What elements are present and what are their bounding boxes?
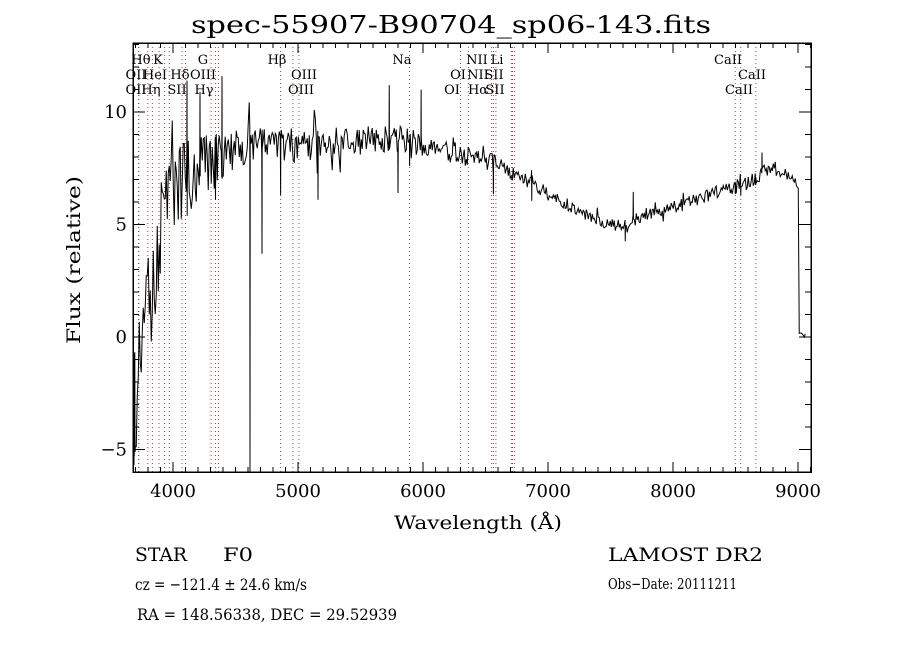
svg-text:SII: SII (484, 68, 503, 83)
svg-text:Hθ: Hθ (131, 53, 150, 68)
svg-text:K: K (153, 53, 163, 68)
svg-text:CaII: CaII (714, 53, 742, 68)
svg-text:OIII: OIII (288, 83, 314, 98)
svg-text:Hγ: Hγ (194, 83, 213, 98)
object-subclass: F0 (223, 544, 253, 566)
ra-dec: RA = 148.56338, DEC = 29.52939 (137, 605, 397, 624)
axis-tick-labels: 4000 5000 6000 7000 8000 9000 −5 0 5 10 (100, 102, 820, 502)
svg-text:7000: 7000 (525, 481, 571, 502)
svg-text:−5: −5 (100, 440, 127, 461)
svg-text:NII: NII (467, 68, 489, 83)
survey-release: LAMOST DR2 (608, 544, 763, 566)
svg-text:8000: 8000 (650, 481, 696, 502)
svg-text:Hα: Hα (468, 83, 488, 98)
svg-text:Hδ: Hδ (170, 68, 189, 83)
svg-text:G: G (198, 53, 208, 68)
svg-text:OIII: OIII (190, 68, 216, 83)
obs-date: Obs−Date: 20111211 (608, 575, 737, 593)
plot-frame-and-ticks (132, 42, 812, 473)
svg-text:OII: OII (126, 68, 147, 83)
svg-text:SII: SII (167, 83, 186, 98)
svg-text:5000: 5000 (275, 481, 321, 502)
x-axis-label: Wavelength (Å) (394, 512, 562, 534)
svg-text:4000: 4000 (150, 481, 196, 502)
svg-text:OI: OI (450, 68, 466, 83)
svg-text:6000: 6000 (400, 481, 446, 502)
svg-text:Hη: Hη (141, 83, 160, 98)
svg-text:Li: Li (491, 53, 504, 68)
svg-text:OIII: OIII (291, 68, 317, 83)
svg-text:NII: NII (466, 53, 488, 68)
spectrum-trace (133, 76, 806, 472)
svg-text:CaII: CaII (725, 83, 753, 98)
svg-text:Hβ: Hβ (268, 53, 287, 68)
y-axis-label: Flux (relative) (63, 176, 85, 344)
svg-text:OI: OI (444, 83, 460, 98)
cz-velocity: cz = −121.4 ± 24.6 km/s (135, 575, 307, 594)
svg-text:OII: OII (126, 83, 147, 98)
svg-text:CaII: CaII (738, 68, 766, 83)
object-class: STAR (135, 544, 188, 566)
spectral-line-markers (138, 43, 757, 472)
svg-text:0: 0 (116, 327, 127, 348)
svg-text:10: 10 (104, 102, 127, 123)
plot-title: spec-55907-B90704_sp06-143.fits (191, 11, 711, 39)
svg-text:9000: 9000 (775, 481, 821, 502)
svg-text:HeI: HeI (143, 68, 167, 83)
svg-text:5: 5 (116, 215, 127, 236)
svg-text:Na: Na (392, 53, 411, 68)
svg-text:SII: SII (485, 83, 504, 98)
